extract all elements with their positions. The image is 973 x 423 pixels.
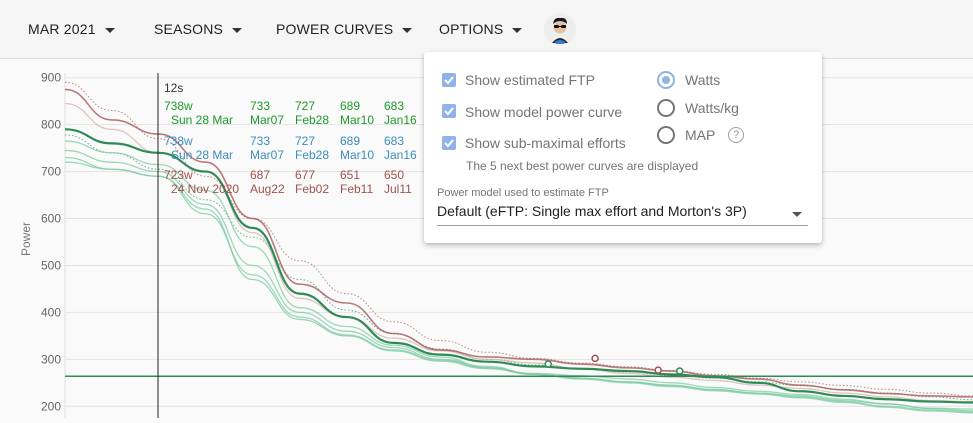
power-curve-series [64, 128, 973, 404]
help-icon[interactable]: ? [728, 127, 744, 143]
tooltip-date: Mar10 [340, 113, 375, 127]
date-menu-label: MAR 2021 [28, 21, 96, 37]
tooltip-date: Feb11 [340, 182, 374, 196]
check-icon [444, 139, 454, 148]
y-tick-label: 300 [41, 352, 61, 366]
y-tick-label: 400 [41, 305, 61, 319]
check-icon [444, 107, 454, 116]
tooltip-date: Mar10 [340, 148, 375, 162]
tooltip-date: Feb28 [295, 148, 330, 162]
show-model-checkbox[interactable] [442, 104, 456, 118]
y-tick-label: 800 [41, 118, 61, 132]
tooltip-value: 687 [250, 168, 271, 182]
model-power-curve [64, 134, 973, 401]
tooltip-value: 677 [295, 168, 316, 182]
y-tick-label: 600 [41, 212, 61, 226]
tooltip-value: 683 [384, 99, 405, 113]
tooltip-date: Sun 28 Mar [171, 113, 234, 127]
watts-kg-radio[interactable] [657, 99, 675, 117]
seasons-menu[interactable]: SEASONS [154, 21, 243, 37]
chevron-down-icon [792, 212, 802, 217]
show-sub-checkbox[interactable] [442, 136, 456, 150]
curve-marker [544, 360, 552, 368]
tooltip-date: Mar07 [250, 113, 285, 127]
tooltip-date: Jan16 [384, 113, 417, 127]
watts-radio[interactable] [657, 71, 675, 89]
power-curve-series [64, 140, 973, 412]
tooltip-value: 651 [340, 168, 361, 182]
tooltip-date: Jul11 [384, 182, 412, 196]
power-curves-menu[interactable]: POWER CURVES [276, 21, 413, 37]
map-radio[interactable] [657, 126, 675, 144]
power-model-value: Default (eFTP: Single max effort and Mor… [437, 203, 747, 219]
tooltip-value: 738w [164, 99, 193, 113]
curve-marker [591, 354, 599, 363]
tooltip-date: Sun 28 Mar [171, 148, 234, 162]
y-tick-label: 700 [41, 165, 61, 179]
power-model-select[interactable]: Default (eFTP: Single max effort and Mor… [437, 203, 808, 226]
y-tick-label: 500 [41, 258, 61, 272]
chevron-down-icon [512, 27, 523, 33]
options-menu-label: OPTIONS [439, 21, 504, 37]
show-eftp-checkbox[interactable] [442, 73, 456, 87]
show-eftp-label: Show estimated FTP [465, 72, 595, 88]
curves-note: The 5 next best power curves are display… [466, 159, 699, 173]
tooltip-value: 738w [164, 134, 193, 148]
tooltip-value: 650 [384, 168, 405, 182]
watts-kg-label: Watts/kg [685, 100, 739, 116]
power-curves-menu-label: POWER CURVES [276, 21, 394, 37]
tooltip-value: 733 [250, 99, 271, 113]
watts-label: Watts [685, 72, 721, 88]
power-model-label: Power model used to estimate FTP [437, 187, 609, 199]
tooltip-date: Jan16 [384, 148, 417, 162]
tooltip-date: Feb28 [295, 113, 330, 127]
date-menu[interactable]: MAR 2021 [28, 21, 115, 37]
tooltip-duration: 12s [164, 81, 184, 95]
chevron-down-icon [104, 27, 115, 33]
check-icon [444, 76, 454, 85]
toolbar: MAR 2021 SEASONS POWER CURVES OPTIONS [0, 0, 973, 59]
tooltip-date: Feb02 [295, 182, 330, 196]
curve-marker [654, 366, 662, 374]
show-sub-label: Show sub-maximal efforts [465, 135, 626, 151]
tooltip-value: 723w [164, 168, 193, 182]
y-tick-label: 200 [41, 399, 61, 413]
y-axis-label: Power [19, 222, 33, 256]
y-tick-label: 900 [41, 71, 61, 85]
map-label: MAP [685, 127, 716, 143]
chevron-down-icon [232, 27, 243, 33]
tooltip-date: Mar07 [250, 148, 285, 162]
show-model-label: Show model power curve [465, 104, 623, 120]
power-curve-series [64, 88, 973, 398]
curve-marker [675, 367, 684, 375]
tooltip-value: 733 [250, 134, 271, 148]
tooltip-value: 689 [340, 134, 361, 148]
tooltip-date: 24 Nov 2020 [171, 182, 240, 196]
tooltip-value: 689 [340, 99, 361, 113]
tooltip-value: 727 [295, 134, 316, 148]
tooltip-value: 727 [295, 99, 316, 113]
seasons-menu-label: SEASONS [154, 21, 224, 37]
options-panel: Show estimated FTP Show model power curv… [424, 52, 822, 243]
tooltip-date: Aug22 [250, 182, 285, 196]
user-avatar-icon[interactable] [544, 13, 576, 45]
options-menu[interactable]: OPTIONS [439, 21, 523, 37]
tooltip-value: 683 [384, 134, 405, 148]
chevron-down-icon [402, 27, 413, 33]
